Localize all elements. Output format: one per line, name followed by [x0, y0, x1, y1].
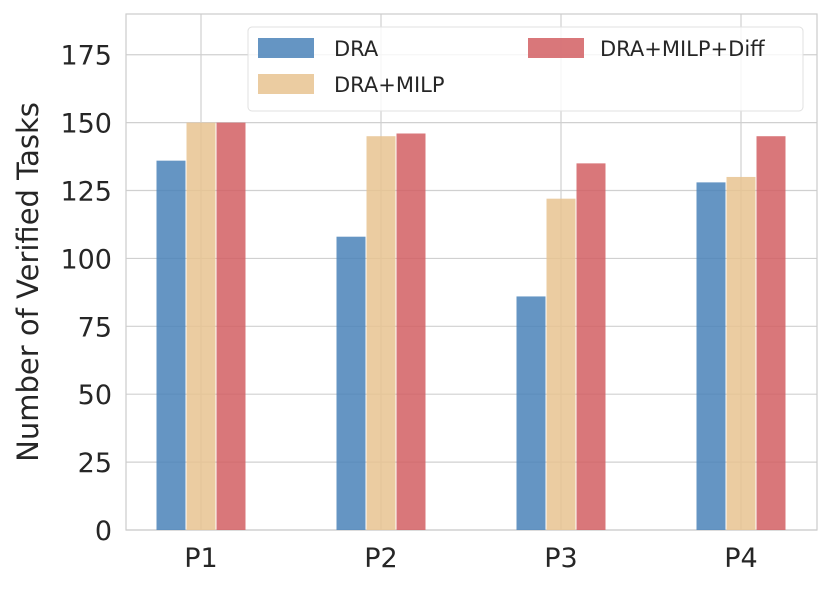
legend-swatch-dra — [258, 38, 314, 58]
bar-p3-dra-milp-diff — [576, 163, 606, 531]
x-tick-label: P3 — [544, 543, 577, 574]
series-dra-milp-diff — [216, 122, 786, 531]
legend-swatch-dra-milp-diff — [528, 38, 584, 58]
bar-p2-dra-milp-diff — [396, 133, 426, 530]
bar-series-group — [156, 122, 786, 531]
legend-label-dra-milp-diff: DRA+MILP+Diff — [600, 37, 765, 61]
legend-label-dra-milp: DRA+MILP — [334, 73, 445, 97]
y-tick-label: 100 — [60, 244, 112, 275]
bar-p3-dra-milp — [546, 198, 576, 530]
y-tick-label: 25 — [78, 448, 112, 479]
bar-p1-dra-milp — [186, 122, 216, 530]
series-dra-milp — [186, 122, 756, 531]
y-axis-ticks: 0 25 50 75 100 125 150 175 — [60, 41, 112, 547]
y-tick-label: 150 — [60, 109, 112, 140]
y-axis-title: Number of Verified Tasks — [11, 102, 45, 462]
bar-p2-dra-milp — [366, 136, 396, 531]
legend-label-dra: DRA — [334, 37, 379, 61]
y-tick-label: 0 — [95, 516, 112, 547]
bar-p4-dra-milp-diff — [756, 136, 786, 531]
bar-p2-dra — [336, 236, 366, 530]
legend-swatch-dra-milp — [258, 74, 314, 94]
bar-p4-dra — [696, 182, 726, 530]
x-tick-label: P1 — [184, 543, 217, 574]
legend-box — [247, 26, 804, 112]
y-tick-label: 75 — [78, 312, 112, 343]
x-axis-ticks: P1 P2 P3 P4 — [184, 543, 757, 574]
y-tick-label: 50 — [78, 380, 112, 411]
chart-legend: DRA DRA+MILP DRA+MILP+Diff — [247, 26, 804, 112]
bar-p1-dra — [156, 160, 186, 530]
plot-area-frame — [125, 13, 818, 531]
y-tick-label: 175 — [60, 41, 112, 72]
bar-p4-dra-milp — [726, 176, 756, 530]
bar-p1-dra-milp-diff — [216, 122, 246, 530]
x-tick-label: P2 — [364, 543, 397, 574]
x-tick-label: P4 — [724, 543, 757, 574]
series-dra — [156, 160, 726, 530]
bar-p3-dra — [516, 296, 546, 530]
y-tick-label: 125 — [60, 177, 112, 208]
